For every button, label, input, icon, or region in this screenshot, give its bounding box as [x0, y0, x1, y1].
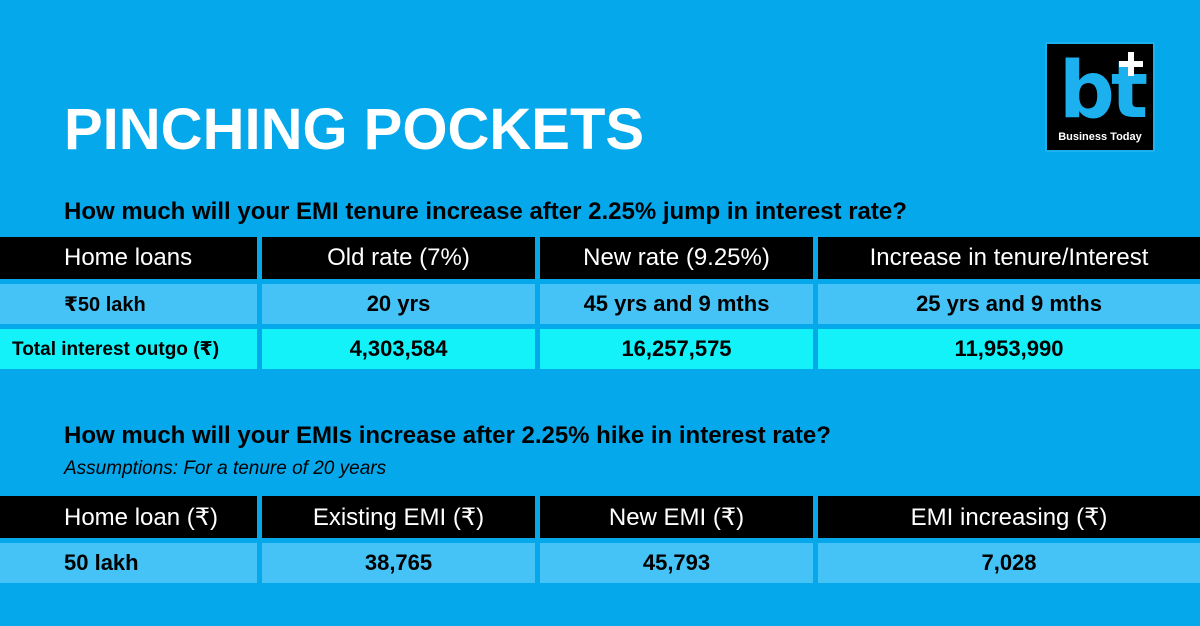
header-cell: Home loans — [0, 237, 257, 279]
table-cell: 20 yrs — [262, 284, 535, 324]
table-cell: 45 yrs and 9 mths — [540, 284, 813, 324]
assumption-note: Assumptions: For a tenure of 20 years — [64, 458, 387, 479]
table-header-row: Home loans Old rate (7%) New rate (9.25%… — [0, 237, 1200, 279]
table-row: Total interest outgo (₹) 4,303,584 16,25… — [0, 329, 1200, 369]
table-cell: 7,028 — [818, 543, 1200, 583]
tenure-table: Home loans Old rate (7%) New rate (9.25%… — [0, 237, 1200, 374]
header-cell: Home loan (₹) — [0, 496, 257, 538]
tenure-question: How much will your EMI tenure increase a… — [64, 198, 907, 225]
table-cell: Total interest outgo (₹) — [0, 329, 257, 369]
table-cell: 50 lakh — [0, 543, 257, 583]
header-cell: New rate (9.25%) — [540, 237, 813, 279]
table-cell: 45,793 — [540, 543, 813, 583]
table-header-row: Home loan (₹) Existing EMI (₹) New EMI (… — [0, 496, 1200, 538]
table-cell: 38,765 — [262, 543, 535, 583]
business-today-logo: bt Business Today — [1045, 42, 1155, 152]
table-cell: ₹50 lakh — [0, 284, 257, 324]
table-row: 50 lakh 38,765 45,793 7,028 — [0, 543, 1200, 583]
header-cell: New EMI (₹) — [540, 496, 813, 538]
table-cell: 4,303,584 — [262, 329, 535, 369]
header-cell: Increase in tenure/Interest — [818, 237, 1200, 279]
emi-table: Home loan (₹) Existing EMI (₹) New EMI (… — [0, 496, 1200, 588]
logo-brand-text: Business Today — [1058, 131, 1142, 143]
table-cell: 11,953,990 — [818, 329, 1200, 369]
table-row: ₹50 lakh 20 yrs 45 yrs and 9 mths 25 yrs… — [0, 284, 1200, 324]
header-cell: Old rate (7%) — [262, 237, 535, 279]
header-cell: EMI increasing (₹) — [818, 496, 1200, 538]
emi-question: How much will your EMIs increase after 2… — [64, 422, 831, 449]
table-cell: 16,257,575 — [540, 329, 813, 369]
page-title: PINCHING POCKETS — [64, 97, 645, 162]
header-cell: Existing EMI (₹) — [262, 496, 535, 538]
plus-icon — [1119, 52, 1143, 76]
table-cell: 25 yrs and 9 mths — [818, 284, 1200, 324]
